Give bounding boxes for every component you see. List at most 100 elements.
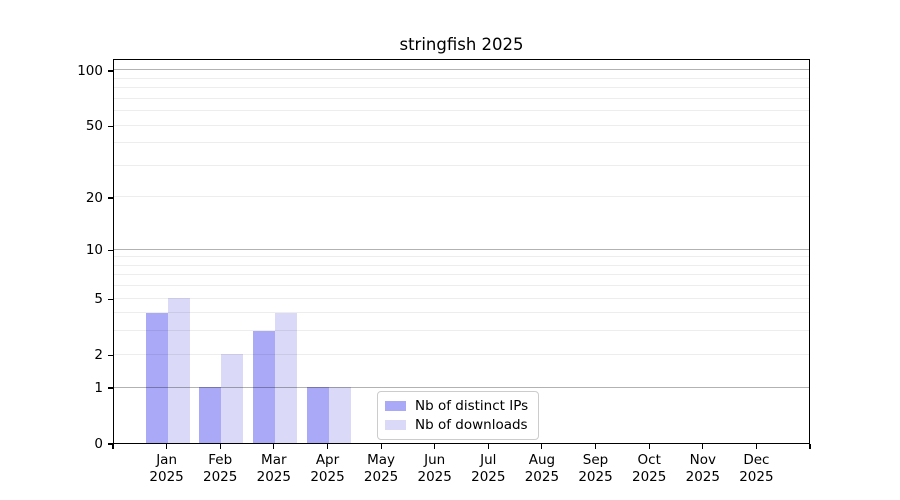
gridline-major-1 [114, 386, 809, 388]
y-tick-1 [108, 387, 113, 389]
x-tick-feb [219, 444, 221, 449]
gridline-minor-70 [114, 97, 809, 99]
x-tick-edge [112, 444, 114, 449]
x-tick-year: 2025 [524, 469, 560, 485]
legend-swatch-ips-icon [385, 401, 406, 411]
x-tick-label-may: May 2025 [349, 452, 413, 486]
gridline-minor-5 [114, 297, 809, 299]
x-tick-month: Jun [424, 452, 446, 468]
gridline-minor-9 [114, 256, 809, 258]
y-tick-2 [108, 354, 113, 356]
plot-area: Nb of distinct IPs Nb of downloads [113, 59, 810, 444]
x-tick-month: Jul [480, 452, 497, 468]
x-tick-month: Nov [689, 452, 716, 468]
x-tick-oct [648, 444, 650, 449]
x-tick-month: Feb [208, 452, 233, 468]
x-tick-label-mar: Mar 2025 [242, 452, 306, 486]
chart-title: stringfish 2025 [399, 35, 524, 54]
x-tick-year: 2025 [578, 469, 613, 485]
x-tick-month: Dec [743, 452, 770, 468]
gridline-minor-50 [114, 124, 809, 126]
x-tick-jan [166, 444, 168, 449]
gridline-minor-30 [114, 164, 809, 166]
y-tick-20 [108, 197, 113, 199]
y-tick-label-50: 50 [85, 118, 103, 135]
y-tick-label-10: 10 [85, 242, 103, 259]
legend-label-distinct-ips: Nb of distinct IPs [415, 398, 529, 414]
x-tick-label-jun: Jun 2025 [403, 452, 467, 486]
legend-swatch-downloads-icon [385, 420, 406, 430]
x-tick-year: 2025 [310, 469, 345, 485]
x-tick-month: Oct [637, 452, 661, 468]
y-tick-label-2: 2 [94, 347, 103, 364]
bar-ips-feb [199, 387, 222, 443]
bar-downloads-jan [167, 298, 190, 443]
x-tick-month: Mar [261, 452, 287, 468]
gridline-minor-3 [114, 330, 809, 332]
x-tick-year: 2025 [739, 469, 774, 485]
x-tick-jun [434, 444, 436, 449]
y-tick-label-0: 0 [94, 436, 103, 452]
bar-ips-mar [252, 330, 275, 443]
x-tick-month: Jan [156, 452, 177, 468]
x-tick-label-oct: Oct 2025 [617, 452, 681, 486]
bar-ips-apr [306, 387, 329, 443]
legend-item-distinct-ips: Nb of distinct IPs [385, 398, 528, 414]
y-tick-10 [108, 249, 113, 251]
x-tick-label-apr: Apr 2025 [296, 452, 360, 486]
gridline-minor-7 [114, 274, 809, 276]
legend: Nb of distinct IPs Nb of downloads [377, 391, 540, 440]
y-tick-label-100: 100 [77, 62, 103, 79]
y-tick-label-1: 1 [94, 380, 103, 396]
gridline-minor-90 [114, 77, 809, 79]
gridline-minor-2 [114, 353, 809, 355]
bar-downloads-apr [328, 387, 351, 443]
bar-downloads-feb [221, 354, 244, 443]
x-tick-label-jul: Jul 2025 [456, 452, 520, 486]
x-tick-label-nov: Nov 2025 [671, 452, 735, 486]
x-tick-label-aug: Aug 2025 [510, 452, 574, 486]
x-tick-year: 2025 [632, 469, 667, 485]
x-tick-aug [541, 444, 543, 449]
x-tick-label-feb: Feb 2025 [188, 452, 252, 486]
y-tick-0 [108, 443, 113, 445]
x-tick-edge [809, 444, 811, 449]
legend-item-downloads: Nb of downloads [385, 417, 528, 433]
x-tick-year: 2025 [417, 469, 452, 485]
y-tick-label-20: 20 [85, 189, 103, 206]
bar-ips-jan [145, 312, 168, 443]
gridline-major-100 [114, 69, 809, 71]
x-tick-label-sep: Sep 2025 [564, 452, 628, 486]
x-tick-label-jan: Jan 2025 [135, 452, 199, 486]
x-tick-year: 2025 [203, 469, 238, 485]
x-tick-month: Apr [315, 452, 340, 468]
x-tick-year: 2025 [256, 469, 291, 485]
x-tick-year: 2025 [363, 469, 399, 485]
gridline-minor-40 [114, 142, 809, 144]
x-tick-nov [702, 444, 704, 449]
gridline-major-10 [114, 248, 809, 250]
x-tick-mar [273, 444, 275, 449]
x-tick-month: Aug [528, 452, 556, 468]
x-tick-jul [487, 444, 489, 449]
gridline-minor-80 [114, 87, 809, 89]
gridline-minor-6 [114, 285, 809, 287]
x-tick-month: May [367, 452, 396, 468]
legend-label-downloads: Nb of downloads [415, 417, 528, 433]
y-tick-label-5: 5 [94, 291, 103, 308]
y-tick-100 [108, 70, 113, 72]
gridline-minor-60 [114, 110, 809, 112]
x-tick-month: Sep [582, 452, 609, 468]
y-tick-5 [108, 298, 113, 300]
x-tick-dec [755, 444, 757, 449]
bar-downloads-mar [274, 312, 297, 443]
x-tick-label-dec: Dec 2025 [724, 452, 788, 486]
y-axis: 0 1 2 5 10 20 50 100 [0, 59, 113, 452]
x-tick-year: 2025 [149, 469, 184, 485]
x-axis: Jan 2025 Feb 2025 Mar 2025 Apr 2025 May 2025 Jun 20… [112, 444, 811, 500]
gridline-minor-4 [114, 312, 809, 314]
x-tick-may [380, 444, 382, 449]
gridline-minor-8 [114, 264, 809, 266]
x-tick-sep [594, 444, 597, 449]
